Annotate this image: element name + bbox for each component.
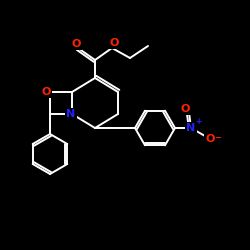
Text: −: − xyxy=(214,134,222,142)
Text: O: O xyxy=(41,87,51,97)
Text: O: O xyxy=(205,134,215,144)
Text: N: N xyxy=(186,123,196,133)
Text: O: O xyxy=(109,38,119,48)
Text: O: O xyxy=(180,104,190,114)
Text: N: N xyxy=(66,109,76,119)
Text: O: O xyxy=(71,39,81,49)
Text: +: + xyxy=(195,116,201,126)
